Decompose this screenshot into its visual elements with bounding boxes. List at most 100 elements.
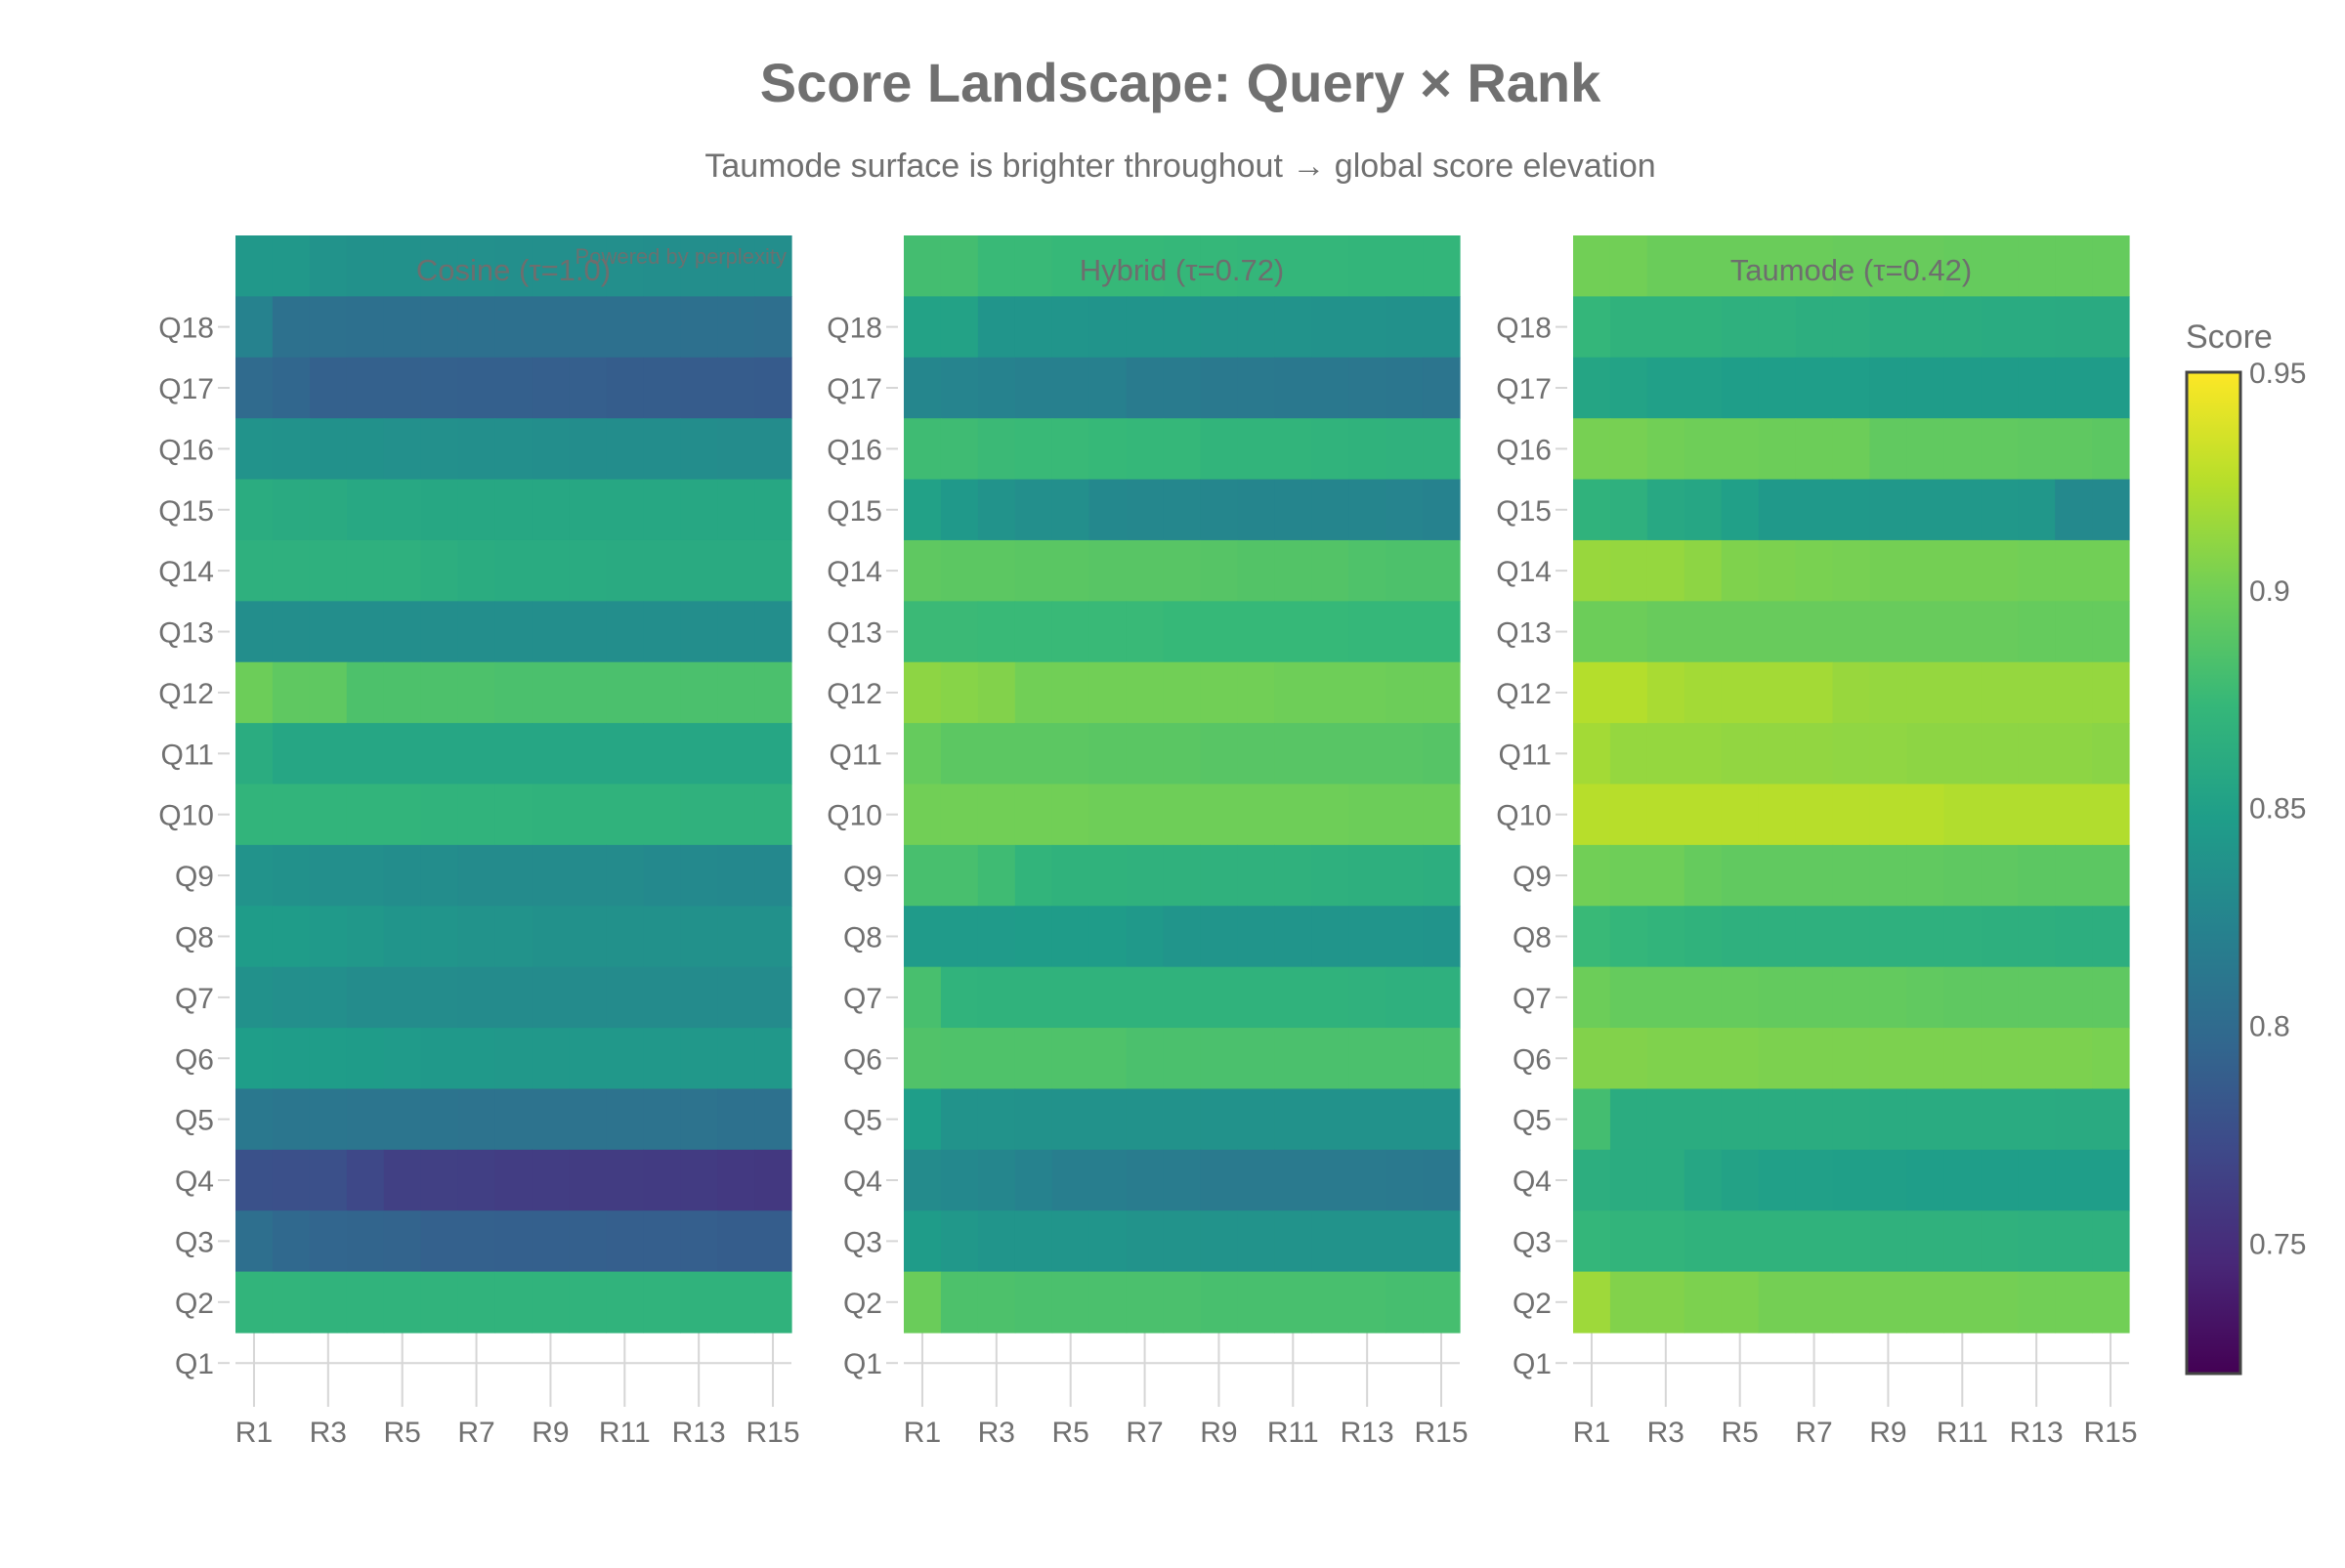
heatmap-cell	[1200, 906, 1238, 968]
x-tick-label: R11	[1267, 1417, 1319, 1449]
heatmap-cell	[1348, 906, 1386, 968]
heatmap-cell	[346, 1271, 385, 1334]
heatmap-cell	[1126, 235, 1165, 297]
heatmap-cell	[457, 1028, 496, 1090]
heatmap-cell	[1573, 906, 1611, 968]
heatmap-cell	[2055, 966, 2093, 1029]
heatmap-cell	[1795, 784, 1834, 846]
heatmap-cell	[346, 844, 385, 907]
heatmap-cell	[2018, 296, 2056, 359]
heatmap-cell	[1573, 479, 1611, 541]
heatmap-cell	[532, 1210, 570, 1273]
heatmap-cell	[1795, 357, 1834, 419]
y-tick-label: Q17	[158, 373, 214, 405]
heatmap-cell	[904, 539, 942, 602]
heatmap-cell	[494, 723, 533, 785]
heatmap-cell	[2092, 479, 2130, 541]
heatmap-cell	[1088, 661, 1128, 724]
heatmap-cell	[272, 479, 311, 541]
heatmap-cell	[1386, 479, 1424, 541]
heatmap-cell	[2055, 1271, 2093, 1334]
heatmap-panel-3: R1 R3 R5 R7 R9 R11 R13 R15 Q1 Q2 Q3 Q4 Q5 Q6 Q7 Q8 Q9 Q10…	[1496, 235, 2138, 1449]
heatmap-cell	[1014, 1028, 1053, 1090]
heatmap-cell	[1051, 539, 1090, 602]
heatmap-cell	[977, 966, 1016, 1029]
heatmap-cell	[754, 1088, 792, 1151]
heatmap-cell	[1126, 723, 1165, 785]
x-tick-label: R5	[1722, 1417, 1759, 1449]
heatmap-cell	[420, 1149, 459, 1211]
heatmap-cell	[1423, 357, 1461, 419]
x-tick-label: R13	[672, 1417, 726, 1449]
x-tick-label: R5	[1052, 1417, 1089, 1449]
colorbar-title: Score	[2186, 318, 2273, 356]
heatmap-cell	[1163, 784, 1202, 846]
heatmap-cell	[1981, 1088, 2019, 1151]
heatmap-cell	[235, 1271, 274, 1334]
heatmap-cell	[1906, 1088, 1944, 1151]
heatmap-cell	[1906, 1028, 1944, 1090]
heatmap-cell	[1311, 296, 1349, 359]
y-tick-label: Q7	[1513, 983, 1552, 1015]
heatmap-cell	[235, 296, 274, 359]
heatmap-cell	[1126, 844, 1165, 907]
heatmap-cell	[977, 1210, 1016, 1273]
heatmap-cell	[1014, 906, 1053, 968]
x-tick-label: R3	[978, 1417, 1015, 1449]
heatmap-cell	[754, 601, 792, 663]
heatmap-cell	[1832, 1028, 1871, 1090]
heatmap-cell	[1348, 723, 1386, 785]
heatmap-cell	[383, 235, 422, 297]
heatmap-cell	[1906, 784, 1944, 846]
heatmap-cell	[2092, 906, 2130, 968]
x-tick-label: R11	[1937, 1417, 1988, 1449]
heatmap-cell	[977, 1088, 1016, 1151]
heatmap-cell	[2018, 1210, 2056, 1273]
heatmap-cell	[569, 357, 607, 419]
heatmap-cell	[1014, 418, 1053, 481]
heatmap-cell	[940, 601, 979, 663]
heatmap-cell	[420, 844, 459, 907]
heatmap-cell	[1088, 539, 1128, 602]
heatmap-cell	[717, 296, 755, 359]
heatmap-cell	[1981, 966, 2019, 1029]
heatmap-cell	[680, 1149, 718, 1211]
heatmap-cell	[383, 1028, 422, 1090]
heatmap-cell	[1906, 418, 1944, 481]
heatmap-cell	[1609, 235, 1648, 297]
heatmap-cell	[1721, 479, 1760, 541]
heatmap-cell	[1348, 661, 1386, 724]
heatmap-cell	[717, 844, 755, 907]
heatmap-cell	[904, 661, 942, 724]
heatmap-cell	[904, 784, 942, 846]
heatmap-cell	[680, 539, 718, 602]
heatmap-cell	[754, 1210, 792, 1273]
heatmap-cell	[1943, 539, 1982, 602]
heatmap-cell	[1981, 1028, 2019, 1090]
y-tick-label: Q17	[827, 373, 882, 405]
heatmap-cell	[1088, 357, 1128, 419]
heatmap-cell	[309, 966, 348, 1029]
x-tick-label: R9	[1869, 1417, 1906, 1449]
heatmap-cell	[420, 1210, 459, 1273]
heatmap-cell	[1943, 723, 1982, 785]
heatmap-cell	[1311, 1271, 1349, 1334]
heatmap-cell	[1906, 235, 1944, 297]
heatmap-cell	[1386, 844, 1424, 907]
y-tick-label: Q14	[158, 556, 214, 588]
heatmap-cell	[1200, 418, 1238, 481]
y-tick-label: Q15	[827, 495, 882, 528]
heatmap-cell	[346, 539, 385, 602]
heatmap-cell	[2092, 1271, 2130, 1334]
heatmap-cell	[1274, 906, 1312, 968]
heatmap-cell	[457, 539, 496, 602]
heatmap-cell	[1758, 357, 1797, 419]
heatmap-cell	[2092, 1088, 2130, 1151]
heatmap-cell	[1906, 723, 1944, 785]
heatmap-cell	[1237, 906, 1275, 968]
heatmap-cell	[606, 1088, 644, 1151]
heatmap-cell	[1943, 844, 1982, 907]
heatmap-cell	[235, 235, 274, 297]
heatmap-cell	[1795, 418, 1834, 481]
heatmap-cell	[1200, 1271, 1238, 1334]
